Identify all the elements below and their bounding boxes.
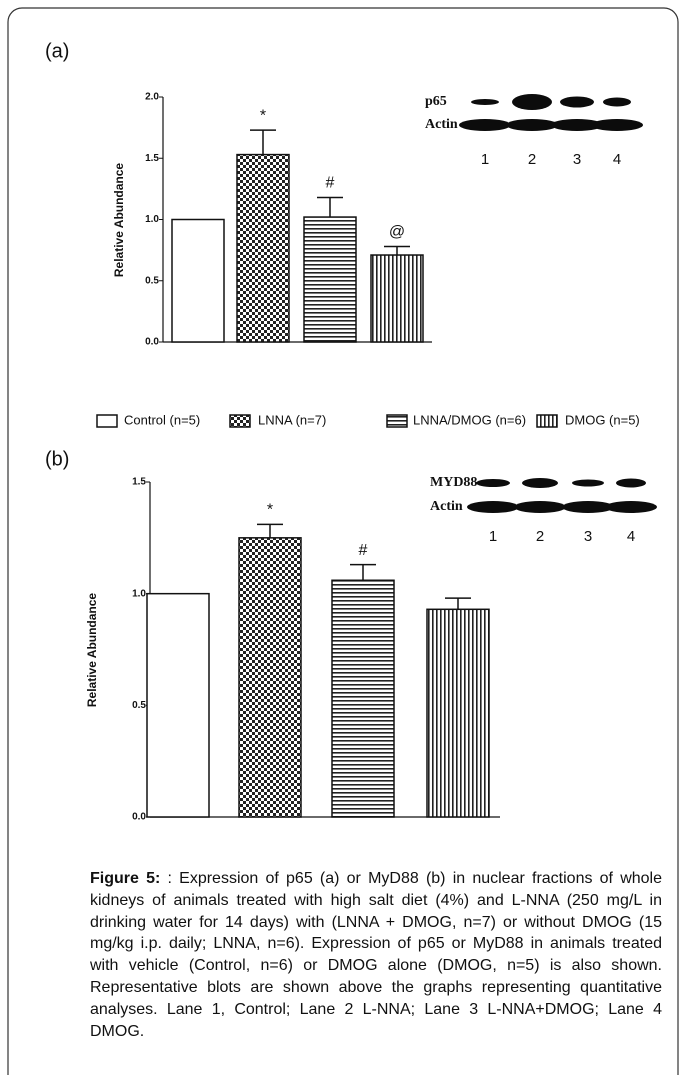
y-tick-label: 0.0 xyxy=(145,337,159,348)
annotation: * xyxy=(260,107,266,124)
annotation: @ xyxy=(389,224,405,241)
y-tick-label: 0.0 xyxy=(132,812,146,823)
y-tick-label: 1.0 xyxy=(145,214,159,225)
legend-swatch xyxy=(387,415,407,427)
legend-label: LNNA (n=7) xyxy=(258,412,326,427)
annotation: # xyxy=(359,542,368,559)
blot-band xyxy=(512,94,552,110)
page: (a) Relative Abundance 0.0 0.5 1.0 1.5 2.0 * # @ p… xyxy=(0,0,686,1075)
legend-label: Control (n=5) xyxy=(124,412,200,427)
bar xyxy=(427,609,489,817)
lane-label: 4 xyxy=(627,528,635,545)
blot-row-label: MYD88 xyxy=(430,475,477,490)
panel-label: (b) xyxy=(45,448,69,470)
caption-text: : Expression of p65 (a) or MyD88 (b) in … xyxy=(90,870,662,1040)
bar xyxy=(147,594,209,817)
lane-label: 3 xyxy=(584,528,592,545)
y-tick-label: 1.5 xyxy=(145,153,159,164)
blot-band xyxy=(467,501,519,513)
blot-band xyxy=(616,479,646,488)
lane-label: 1 xyxy=(489,528,497,545)
y-tick-label: 2.0 xyxy=(145,92,159,103)
legend-swatch xyxy=(537,415,557,427)
bar xyxy=(371,255,423,342)
y-tick-label: 1.0 xyxy=(132,588,146,599)
blot-band xyxy=(591,119,643,131)
annotation: * xyxy=(267,502,273,519)
blot-band xyxy=(471,99,499,105)
panel-label: (a) xyxy=(45,40,69,62)
y-axis-label: Relative Abundance xyxy=(85,593,99,708)
legend-label: LNNA/DMOG (n=6) xyxy=(413,412,526,427)
blot-band xyxy=(459,119,511,131)
blot-band xyxy=(605,501,657,513)
blot-band xyxy=(476,479,510,487)
blot-band xyxy=(506,119,558,131)
caption-label: Figure 5: xyxy=(90,870,160,887)
y-tick-label: 0.5 xyxy=(132,700,146,711)
blot-band xyxy=(514,501,566,513)
blot-row-label: Actin xyxy=(425,117,458,132)
lane-label: 2 xyxy=(528,151,536,168)
lane-label: 1 xyxy=(481,151,489,168)
lane-label: 3 xyxy=(573,151,581,168)
legend-label: DMOG (n=5) xyxy=(565,412,640,427)
bar xyxy=(172,220,224,343)
legend-swatch xyxy=(230,415,250,427)
y-tick-label: 1.5 xyxy=(132,477,146,488)
legend-swatch xyxy=(97,415,117,427)
caption: Figure 5: : Expression of p65 (a) or MyD… xyxy=(90,868,662,1042)
bar xyxy=(239,538,301,817)
blot-band xyxy=(603,98,631,107)
bar xyxy=(332,580,394,817)
bar xyxy=(237,155,289,342)
blot-band xyxy=(560,97,594,108)
bar xyxy=(304,217,356,342)
lane-label: 2 xyxy=(536,528,544,545)
blot-row-label: p65 xyxy=(425,94,447,109)
lane-label: 4 xyxy=(613,151,621,168)
y-tick-label: 0.5 xyxy=(145,275,159,286)
blot-row-label: Actin xyxy=(430,499,463,514)
y-axis-label: Relative Abundance xyxy=(112,163,126,278)
blot-band xyxy=(522,478,558,488)
annotation: # xyxy=(326,175,335,192)
blot-band xyxy=(572,480,604,487)
